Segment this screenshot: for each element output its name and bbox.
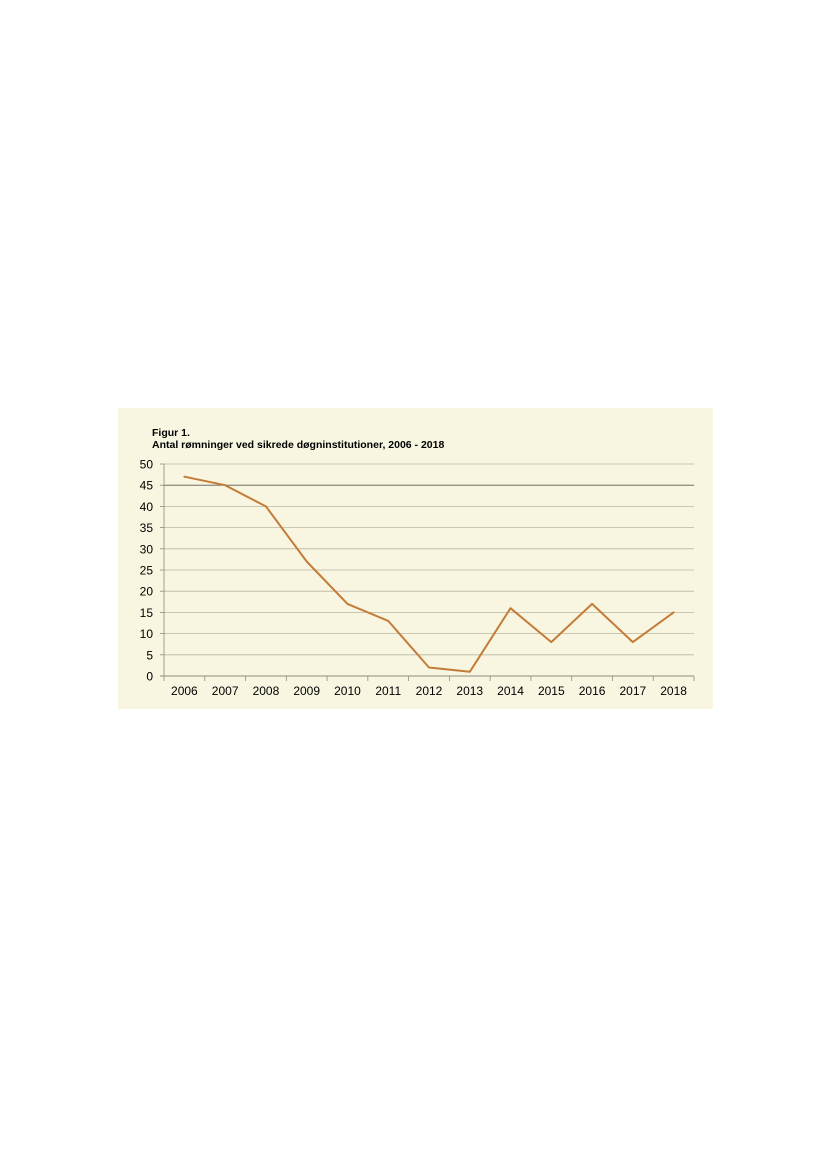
y-tick-label: 10 [140, 627, 154, 641]
x-tick-label: 2009 [293, 684, 320, 698]
x-tick-labels: 2006 2007 2008 2009 2010 2011 2012 2013 2014 2015… [171, 684, 687, 698]
y-tick-label: 25 [140, 564, 154, 578]
y-tick-label: 40 [140, 500, 154, 514]
x-tick-label: 2017 [619, 684, 646, 698]
y-tick-label: 30 [140, 542, 154, 556]
y-tick-label: 50 [140, 458, 154, 472]
x-tick-label: 2010 [334, 684, 361, 698]
y-tick-label: 15 [140, 606, 154, 620]
x-tick-label: 2015 [538, 684, 565, 698]
series-line-0 [183, 475, 675, 673]
x-tick-label: 2007 [212, 684, 239, 698]
y-tick-labels: 0 5 10 15 20 25 30 35 40 45 50 [140, 458, 154, 684]
x-tick-label: 2011 [375, 684, 401, 698]
data-series [183, 475, 675, 673]
x-tick-label: 2013 [456, 684, 483, 698]
x-tick-label: 2012 [416, 684, 443, 698]
x-tick-label: 2006 [171, 684, 198, 698]
y-tick-label: 0 [146, 670, 153, 684]
y-tick-label: 20 [140, 585, 154, 599]
y-tick-label: 5 [146, 648, 153, 662]
figure-label: Figur 1. [152, 427, 190, 439]
x-tick-label: 2016 [579, 684, 606, 698]
figure-title: Antal rømninger ved sikrede døgninstitut… [152, 439, 445, 451]
y-tick-label: 35 [140, 521, 154, 535]
x-axis [160, 463, 695, 681]
x-tick-label: 2008 [253, 684, 280, 698]
x-tick-label: 2018 [660, 684, 687, 698]
x-tick-label: 2014 [497, 684, 524, 698]
y-tick-label: 45 [140, 479, 154, 493]
figure-panel: Figur 1. Antal rømninger ved sikrede døg… [118, 408, 713, 709]
grid-lines [164, 463, 694, 656]
line-chart: 0 5 10 15 20 25 30 35 40 45 50 2006 2007 2008 2009 201… [140, 458, 695, 698]
